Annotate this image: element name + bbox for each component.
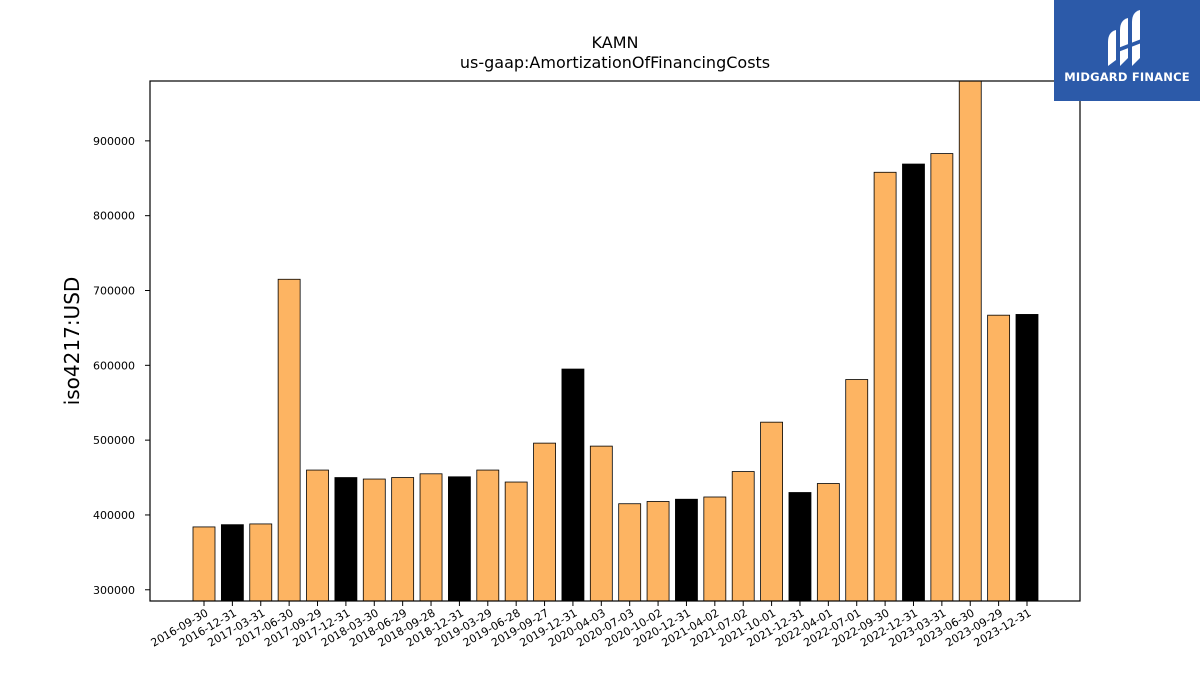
bar-2021-10-01: [760, 421, 783, 602]
bar-2022-12-31: [902, 163, 925, 602]
y-tick-label: 800000: [93, 210, 135, 223]
y-tick-label: 900000: [93, 135, 135, 148]
chart-subtitle: us-gaap:AmortizationOfFinancingCosts: [460, 53, 770, 72]
logo-mark-icon: [1108, 10, 1144, 66]
y-axis-ticks: 300000 400000 500000 600000 700000 800000 9000…: [93, 135, 150, 597]
bar-2016-12-31: [220, 524, 244, 602]
bar-2022-09-30: [873, 171, 897, 602]
bar-2022-04-01: [816, 483, 840, 602]
bar-2017-09-29: [306, 469, 329, 602]
bar-2019-09-27: [533, 442, 556, 602]
y-tick-label: 300000: [93, 584, 135, 597]
bar-2023-03-31: [930, 153, 954, 602]
bar-2018-09-28: [419, 473, 443, 602]
bar-2019-12-31: [561, 368, 585, 602]
bar-2021-07-02: [731, 471, 755, 602]
bar-2018-03-30: [362, 478, 386, 602]
plot-frame: [149, 80, 1081, 602]
bar-2020-12-31: [675, 498, 698, 602]
y-tick-label: 500000: [93, 434, 135, 447]
bar-2023-09-29: [987, 314, 1011, 602]
y-tick-label: 400000: [93, 509, 135, 522]
bar-2017-12-31: [334, 477, 358, 602]
x-axis-ticks: 2016-09-302016-12-312017-03-312017-06-30…: [149, 601, 1034, 650]
y-tick-label: 600000: [93, 359, 135, 372]
bar-2022-07-01: [845, 379, 869, 602]
bar-2021-04-02: [703, 496, 727, 602]
bar-2019-03-29: [476, 469, 500, 602]
logo-text: MIDGARD FINANCE: [1064, 70, 1190, 84]
bar-2018-06-29: [391, 477, 415, 602]
bar-2017-06-30: [277, 278, 301, 602]
bar-2023-06-30: [958, 80, 982, 602]
y-axis-label: iso4217:USD: [60, 277, 84, 406]
y-tick-label: 700000: [93, 284, 135, 297]
bar-2019-06-28: [504, 481, 528, 602]
bar-2020-04-03: [589, 445, 613, 602]
chart-title: KAMN: [592, 33, 639, 52]
bar-2021-12-31: [788, 492, 812, 602]
midgard-finance-logo: MIDGARD FINANCE: [1054, 0, 1200, 101]
bars-group: [192, 80, 1039, 602]
bar-2018-12-31: [448, 476, 471, 602]
bar-2017-03-31: [249, 523, 273, 602]
bar-2020-10-02: [646, 501, 670, 602]
bar-2016-09-30: [192, 526, 216, 602]
bar-2023-12-31: [1015, 314, 1039, 602]
bar-2020-07-03: [618, 503, 642, 602]
